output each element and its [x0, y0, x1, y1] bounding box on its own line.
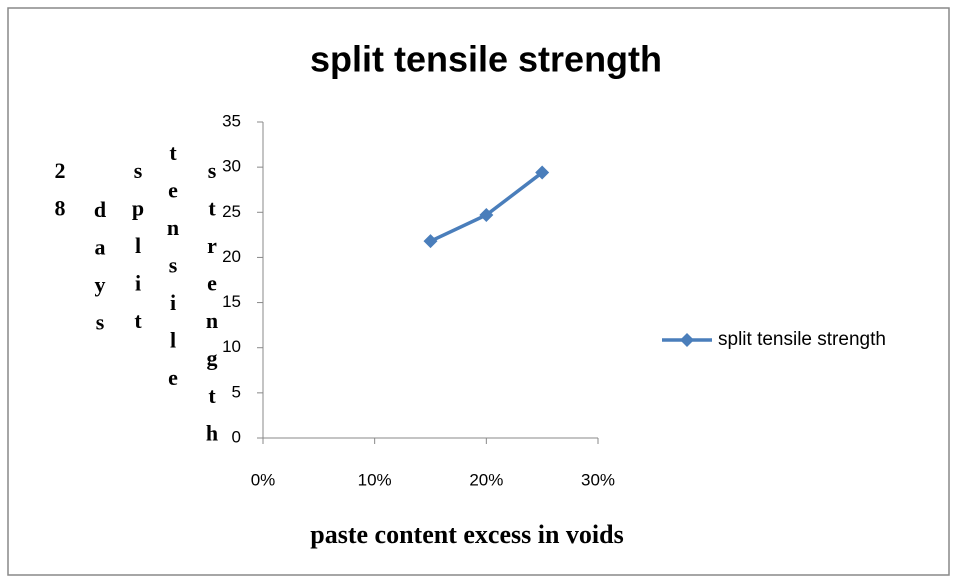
legend-marker: [680, 333, 694, 347]
y-tick-label: 35: [222, 111, 241, 130]
x-tick-label: 0%: [251, 470, 276, 489]
x-tick-label: 30%: [581, 470, 615, 489]
chart-title: split tensile strength: [310, 39, 662, 80]
y-tick-label: 0: [232, 427, 241, 446]
data-point: [479, 207, 494, 222]
x-tick-label: 10%: [358, 470, 392, 489]
y-tick-label: 30: [222, 157, 241, 176]
data-point: [423, 234, 438, 249]
y-tick-label: 15: [222, 292, 241, 311]
chart-frame: [7, 7, 950, 576]
y-tick-label: 5: [232, 382, 241, 401]
y-tick-label: 20: [222, 247, 241, 266]
y-tick-label: 10: [222, 337, 241, 356]
data-point: [535, 165, 550, 180]
legend-label: split tensile strength: [718, 329, 886, 350]
y-axis-label: 2 8 d a y ss p l i tt e n s i l es t r e n g t h: [55, 140, 219, 446]
y-tick-label: 25: [222, 202, 241, 221]
x-axis-label: paste content excess in voids: [310, 520, 623, 549]
x-tick-label: 20%: [469, 470, 503, 489]
